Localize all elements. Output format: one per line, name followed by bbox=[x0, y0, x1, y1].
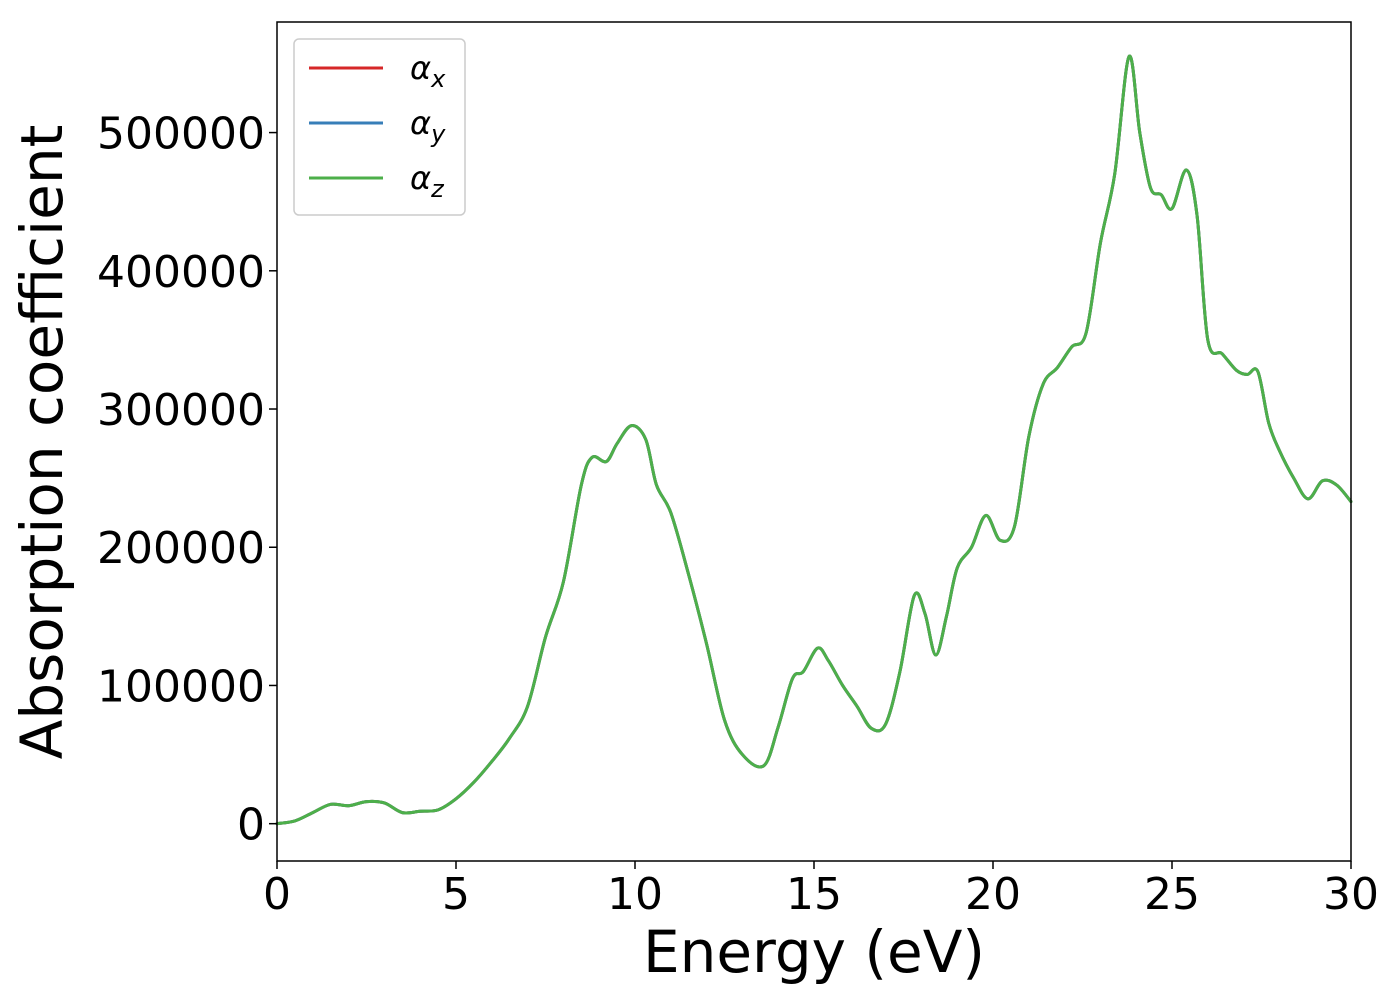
series-line-alpha-z bbox=[275, 54, 1353, 826]
x-tick-label: 20 bbox=[965, 869, 1021, 920]
legend-subscript: z bbox=[430, 175, 445, 203]
x-axis-label: Energy (eV) bbox=[643, 918, 985, 986]
legend-subscript: y bbox=[430, 120, 446, 148]
y-tick-label: 100000 bbox=[97, 661, 265, 712]
x-tick-label: 15 bbox=[786, 869, 842, 920]
x-tick-label: 0 bbox=[263, 869, 291, 920]
x-tick-label: 10 bbox=[607, 869, 663, 920]
y-axis-ticks: 0 100000 200000 300000 400000 500000 bbox=[97, 109, 277, 851]
x-axis-ticks: 0 5 10 15 20 25 30 bbox=[263, 861, 1379, 920]
legend-label-alpha-z: αz bbox=[410, 159, 445, 203]
legend-symbol: α bbox=[410, 104, 431, 142]
x-tick-label: 30 bbox=[1323, 869, 1379, 920]
y-tick-label: 200000 bbox=[97, 523, 265, 574]
y-axis-label: Absorption coefficient bbox=[8, 125, 76, 760]
series-layer bbox=[275, 54, 1353, 826]
legend-symbol: α bbox=[410, 159, 431, 197]
legend-symbol: α bbox=[410, 49, 431, 87]
x-tick-label: 25 bbox=[1144, 869, 1200, 920]
legend-subscript: x bbox=[430, 65, 446, 93]
y-tick-label: 300000 bbox=[97, 385, 265, 436]
legend-label-alpha-y: αy bbox=[410, 104, 446, 148]
y-tick-label: 500000 bbox=[97, 109, 265, 160]
legend-label-alpha-x: αx bbox=[410, 49, 446, 93]
y-tick-label: 400000 bbox=[97, 247, 265, 298]
legend-box bbox=[293, 38, 466, 216]
x-tick-label: 5 bbox=[442, 869, 470, 920]
y-tick-label: 0 bbox=[237, 800, 265, 851]
